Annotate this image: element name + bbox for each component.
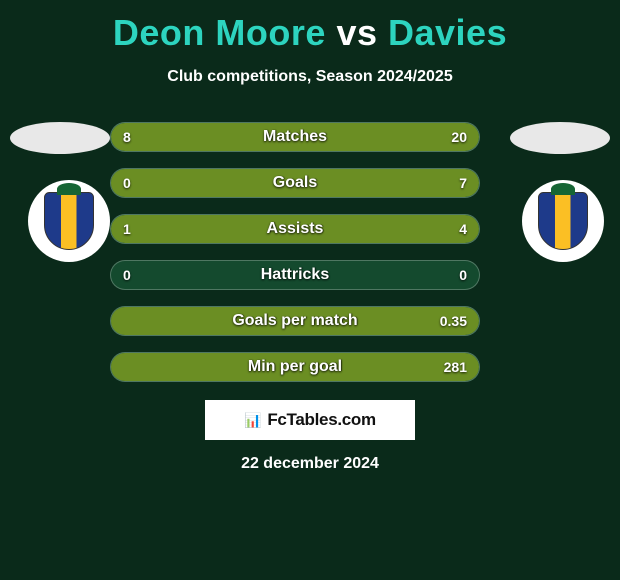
crest-icon [44,192,94,250]
player2-club-badge [522,180,604,262]
branding-text: FcTables.com [267,410,376,430]
branding-box[interactable]: 📊 FcTables.com [205,400,415,440]
stat-bar-matches: 8 Matches 20 [110,122,480,152]
stat-label: Goals [111,169,479,197]
date-label: 22 december 2024 [0,455,620,473]
stat-bar-goals: 0 Goals 7 [110,168,480,198]
stat-label: Matches [111,123,479,151]
player2-photo-placeholder [510,122,610,154]
stat-bar-hattricks: 0 Hattricks 0 [110,260,480,290]
stat-label: Assists [111,215,479,243]
chart-icon: 📊 [244,412,261,429]
stat-value-right: 281 [444,353,467,381]
vs-label: vs [336,12,377,53]
stat-bar-min-per-goal: Min per goal 281 [110,352,480,382]
page-title: Deon Moore vs Davies [0,0,620,54]
subtitle: Club competitions, Season 2024/2025 [0,68,620,86]
player2-name: Davies [388,12,507,53]
crest-icon [538,192,588,250]
comparison-bars: 8 Matches 20 0 Goals 7 1 Assists 4 0 Hat… [110,122,480,398]
stat-bar-assists: 1 Assists 4 [110,214,480,244]
stat-label: Min per goal [111,353,479,381]
stat-value-right: 4 [459,215,467,243]
stat-value-right: 20 [451,123,467,151]
stat-value-right: 0.35 [440,307,467,335]
player1-name: Deon Moore [113,12,326,53]
stat-value-right: 7 [459,169,467,197]
stat-bar-goals-per-match: Goals per match 0.35 [110,306,480,336]
stat-value-right: 0 [459,261,467,289]
player1-photo-placeholder [10,122,110,154]
stat-label: Hattricks [111,261,479,289]
player1-club-badge [28,180,110,262]
stat-label: Goals per match [111,307,479,335]
